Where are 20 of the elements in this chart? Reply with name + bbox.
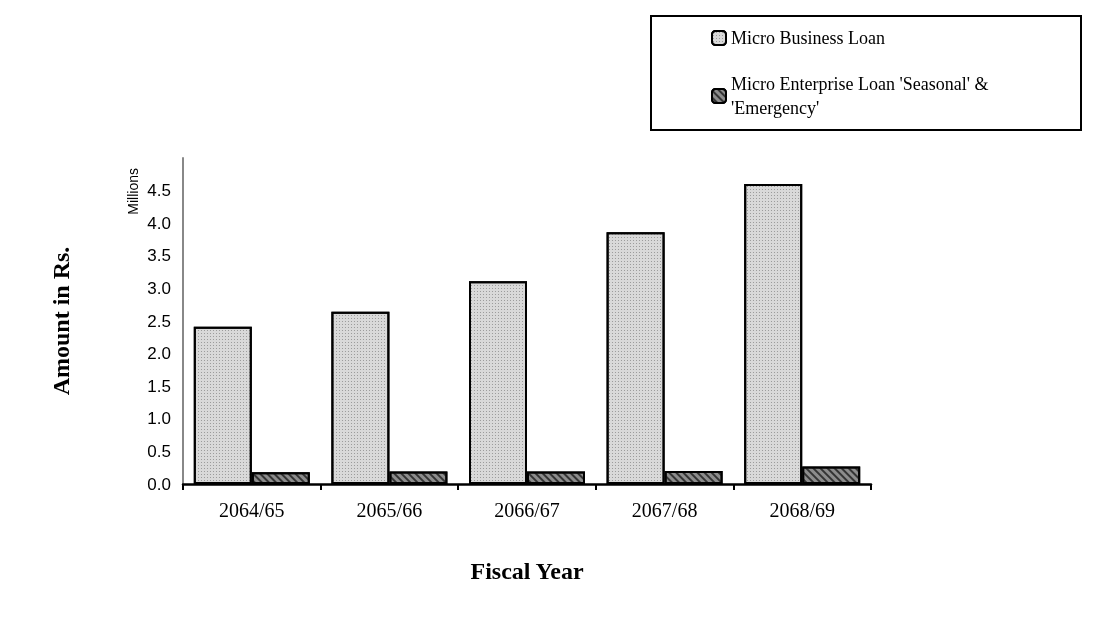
- x-axis-title: Fiscal Year: [470, 558, 584, 584]
- legend-label: Micro Business Loan: [731, 28, 885, 48]
- y-tick-label: 3.0: [147, 278, 171, 298]
- y-tick-label: 3.5: [147, 246, 171, 266]
- y-axis-title: Amount in Rs.: [48, 246, 74, 396]
- text: Millions: [125, 167, 141, 215]
- x-tick-label: 2067/68: [631, 499, 698, 521]
- y-tick-label: 4.5: [147, 181, 171, 201]
- x-tick-label: 2065/66: [356, 499, 423, 521]
- x-tick-label: 2068/69: [769, 499, 835, 521]
- y-tick-label: 1.5: [147, 376, 171, 396]
- y-tick-label: 2.5: [147, 311, 171, 331]
- y-tick-label: 2.0: [147, 344, 171, 364]
- y-tick-label: 0.5: [147, 441, 171, 461]
- x-tick-label: 2066/67: [494, 499, 560, 521]
- y-tick-label: 0.0: [147, 474, 171, 494]
- y-tick-label: 4.0: [147, 213, 171, 233]
- legend-label: Micro Enterprise Loan 'Seasonal' & 'Emergency': [731, 74, 993, 118]
- y-tick-label: 1.0: [147, 409, 171, 429]
- x-tick-label: 2064/65: [219, 499, 285, 521]
